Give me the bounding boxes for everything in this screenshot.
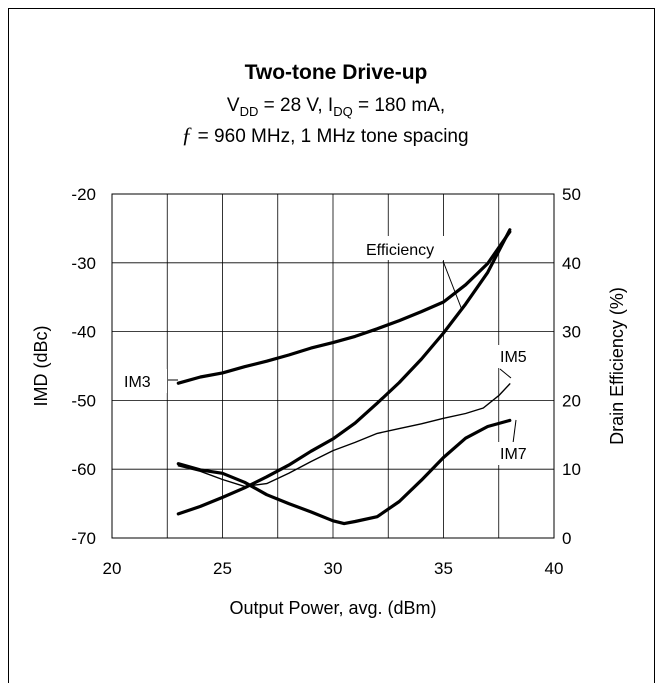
subtitle-f-rest: = 960 MHz, 1 MHz tone spacing (192, 126, 468, 147)
y-left-tick-label: -50 (71, 391, 96, 410)
efficiency-annotation: Efficiency (366, 242, 434, 259)
series-lines (176, 228, 512, 526)
im5-leader (499, 368, 512, 379)
y-left-tick-label: -60 (71, 460, 96, 479)
plot-area-border (111, 193, 555, 539)
chart-frame (8, 8, 655, 683)
x-tick-label: 25 (213, 559, 232, 578)
chart-subtitle-line1: VDD = 28 V, IDQ = 180 mA, (227, 95, 445, 119)
x-tick-label: 20 (103, 559, 122, 578)
x-tick-label: 35 (434, 559, 453, 578)
im3-label-bg (119, 369, 167, 393)
subtitle-vdd-sub: DD (240, 104, 259, 119)
series-line-im7 (176, 418, 512, 526)
subtitle-idq-value: = 180 mA, (353, 95, 445, 116)
subtitle-idq-sub: DQ (333, 104, 353, 119)
grid-lines (112, 194, 554, 538)
x-axis-label: Output Power, avg. (dBm) (229, 598, 436, 618)
im5-label-bg (496, 345, 536, 368)
y-right-tick-label: 20 (562, 391, 581, 410)
chart-subtitle-line2: ƒ = 960 MHz, 1 MHz tone spacing (181, 122, 468, 147)
y-right-tick-label: 40 (562, 254, 581, 273)
efficiency-leader (442, 260, 463, 311)
tick-labels: 20 25 30 35 40 -70 -60 -50 -40 -30 -20 0 10 20 30 40 50 (71, 185, 581, 578)
chart-title: Two-tone Drive-up (245, 61, 428, 84)
y-right-tick-label: 30 (562, 323, 581, 342)
im7-annotation: IM7 (500, 446, 527, 463)
subtitle-vdd-prefix: V (227, 95, 240, 116)
subtitle-f-symbol: ƒ (181, 122, 192, 147)
subtitle-vdd-value: = 28 V, I (258, 95, 333, 116)
y-right-tick-label: 0 (562, 529, 571, 548)
y-left-tick-label: -70 (71, 529, 96, 548)
y-axis-right-label: Drain Efficiency (%) (607, 287, 627, 445)
efficiency-label-bg (362, 236, 462, 260)
im5-annotation: IM5 (500, 349, 527, 366)
y-axis-left-label: IMD (dBc) (31, 326, 51, 407)
annotation-leaders (168, 260, 517, 452)
x-tick-label: 30 (324, 559, 343, 578)
y-left-tick-label: -20 (71, 185, 96, 204)
series-line-im5 (177, 383, 511, 488)
y-left-tick-label: -30 (71, 254, 96, 273)
series-line-im3 (176, 230, 512, 385)
y-left-tick-label: -40 (71, 323, 96, 342)
im7-label-bg (496, 442, 534, 465)
x-tick-label: 40 (545, 559, 564, 578)
im3-annotation: IM3 (124, 374, 151, 391)
y-right-tick-label: 50 (562, 185, 581, 204)
y-right-tick-label: 10 (562, 460, 581, 479)
series-line-efficiency (176, 228, 512, 516)
